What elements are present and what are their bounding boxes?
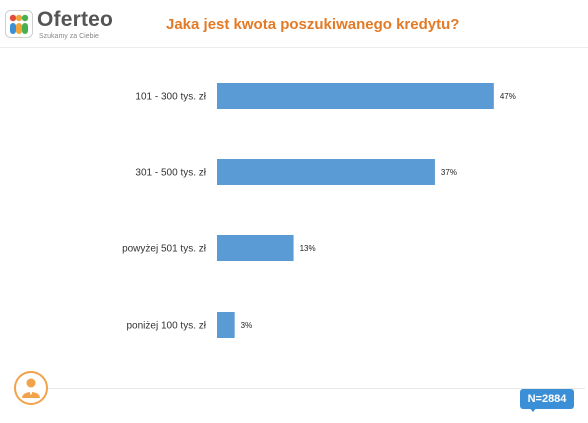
value-label: 37% xyxy=(441,168,457,177)
bar-chart: 101 - 300 tys. zł 47% 301 - 500 tys. zł 37%… xyxy=(122,83,516,338)
header-divider xyxy=(0,47,588,48)
bar xyxy=(217,235,294,261)
bar xyxy=(217,312,235,338)
brand-logo[interactable]: Oferteo Szukamy za Ciebie xyxy=(5,8,125,42)
footer-divider xyxy=(40,388,585,389)
chart-title: Jaka jest kwota poszukiwanego kredytu? xyxy=(166,16,460,33)
brand-tagline: Szukamy za Ciebie xyxy=(39,33,99,40)
respondent-badge xyxy=(14,371,48,405)
value-label: 47% xyxy=(500,92,516,101)
value-label: 3% xyxy=(241,321,253,330)
category-label: poniżej 100 tys. zł xyxy=(127,321,207,332)
value-label: 13% xyxy=(300,244,316,253)
bar xyxy=(217,83,494,109)
category-label: 101 - 300 tys. zł xyxy=(135,92,206,103)
category-label: 301 - 500 tys. zł xyxy=(135,168,206,179)
brand-name: Oferteo xyxy=(37,8,114,31)
bar xyxy=(217,159,435,185)
person-icon xyxy=(22,378,40,398)
sample-size-badge-tail xyxy=(528,406,538,412)
oferteo-people-logo-icon xyxy=(5,10,33,38)
header: Oferteo Szukamy za Ciebie Jaka jest kwot… xyxy=(0,0,588,48)
category-label: powyżej 501 tys. zł xyxy=(122,244,207,255)
sample-size-badge: N=2884 xyxy=(520,389,574,409)
